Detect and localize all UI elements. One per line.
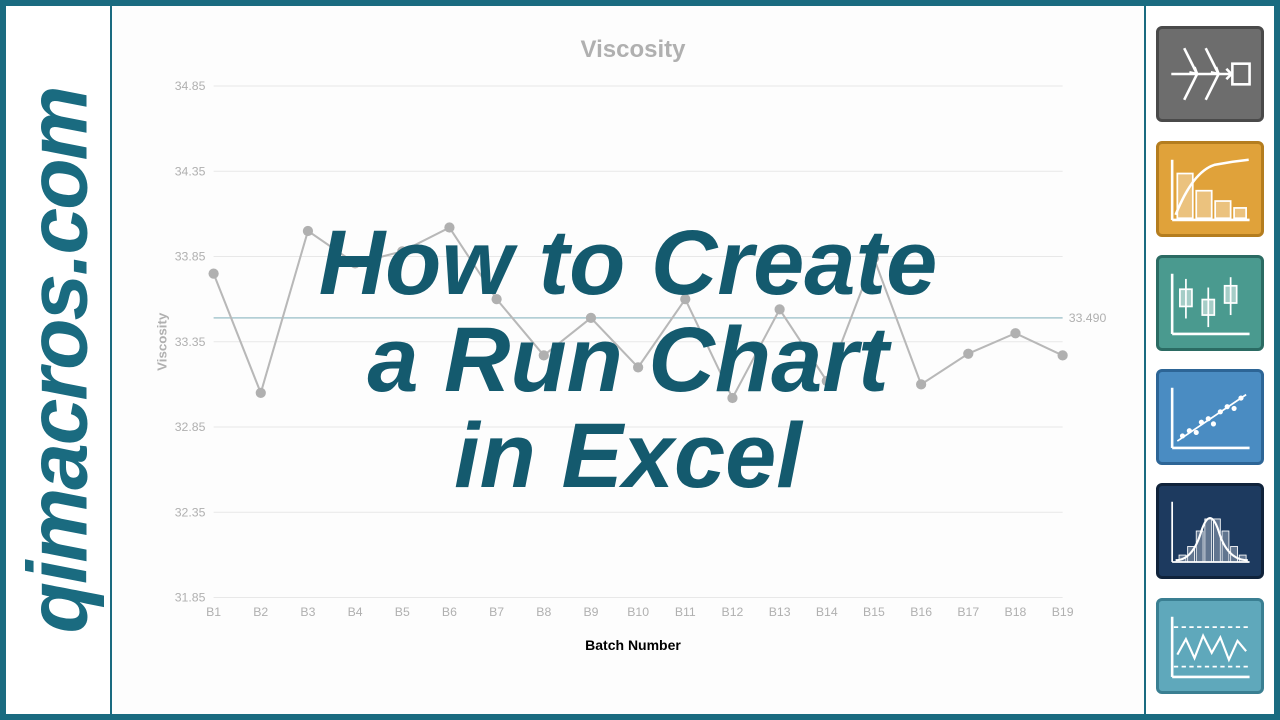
pareto-icon [1156, 141, 1264, 237]
x-tick-label: B19 [1052, 605, 1074, 619]
left-sidebar: qimacros.com [6, 6, 112, 714]
x-tick-label: B12 [722, 605, 744, 619]
data-marker [1010, 328, 1020, 338]
chart-title: Viscosity [142, 36, 1124, 64]
runchart-icon [1156, 598, 1264, 694]
x-tick-label: B18 [1005, 605, 1027, 619]
x-tick-label: B11 [675, 605, 696, 619]
title-overlay: How to Create a Run Chart in Excel [319, 215, 938, 505]
y-tick-label: 32.85 [175, 420, 206, 434]
x-tick-label: B2 [253, 605, 268, 619]
site-name: qimacros.com [10, 87, 107, 633]
x-tick-label: B16 [910, 605, 932, 619]
data-marker [1058, 350, 1068, 360]
overlay-line-2: a Run Chart [319, 312, 938, 409]
x-tick-label: B14 [816, 605, 838, 619]
y-axis-label: Viscosity [155, 312, 170, 371]
bellcurve-icon [1156, 483, 1264, 579]
x-tick-label: B5 [395, 605, 410, 619]
data-marker [208, 268, 218, 278]
x-axis-label: Batch Number [585, 637, 681, 653]
x-tick-label: B3 [300, 605, 315, 619]
data-marker [303, 226, 313, 236]
main-area: Viscosity 34.85 34.35 33.85 33.35 32.85 32.35… [112, 6, 1144, 714]
mean-label: 33.490 [1069, 311, 1107, 325]
y-tick-label: 32.35 [175, 505, 206, 519]
overlay-line-3: in Excel [319, 408, 938, 505]
x-tick-label: B13 [769, 605, 791, 619]
scatter-icon [1156, 369, 1264, 465]
y-tick-label: 33.85 [175, 250, 206, 264]
x-tick-label: B9 [583, 605, 598, 619]
x-tick-label: B1 [206, 605, 221, 619]
right-sidebar [1144, 6, 1274, 714]
x-tick-label: B7 [489, 605, 504, 619]
y-tick-label: 31.85 [175, 591, 206, 605]
x-tick-label: B15 [863, 605, 885, 619]
x-tick-label: B8 [536, 605, 551, 619]
data-marker [256, 388, 266, 398]
y-tick-label: 33.35 [175, 335, 206, 349]
x-tick-label: B6 [442, 605, 457, 619]
y-tick-label: 34.85 [175, 79, 206, 93]
y-tick-label: 34.35 [175, 164, 206, 178]
overlay-line-1: How to Create [319, 215, 938, 312]
boxplot-icon [1156, 255, 1264, 351]
data-marker [963, 349, 973, 359]
fishbone-icon [1156, 26, 1264, 122]
x-tick-label: B4 [348, 605, 363, 619]
x-tick-label: B10 [627, 605, 649, 619]
x-tick-label: B17 [957, 605, 979, 619]
